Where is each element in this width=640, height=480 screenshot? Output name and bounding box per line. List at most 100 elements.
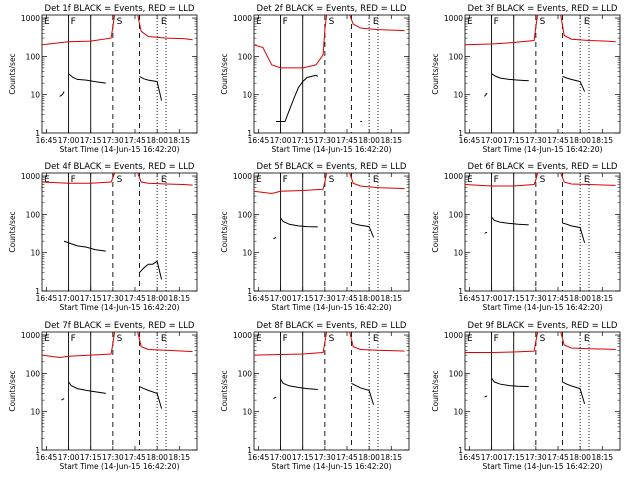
events-series-line xyxy=(280,379,318,390)
x-tick-label: 17:30 xyxy=(314,453,336,462)
events-series-line xyxy=(276,74,319,122)
lld-series-line xyxy=(560,332,616,350)
panel-title: Det 3f BLACK = Events, RED = LLD xyxy=(468,4,618,14)
plot-frame xyxy=(464,331,621,451)
y-tick-label: 10 xyxy=(242,91,252,100)
y-tick-label: 10 xyxy=(242,408,252,417)
x-tick-label: 18:00 xyxy=(146,136,168,145)
x-tick-label: 18:15 xyxy=(168,136,190,145)
panel-3: Det 3f BLACK = Events, RED = LLD E F S E 16:4… xyxy=(431,4,621,154)
panel-title: Det 7f BLACK = Events, RED = LLD xyxy=(45,321,195,331)
y-tick-label: 1000 xyxy=(233,14,252,23)
lld-series-line xyxy=(42,332,118,359)
y-axis-label: Counts/sec xyxy=(431,370,440,411)
events-series-line xyxy=(68,381,106,394)
x-tick-label: 17:30 xyxy=(314,136,336,145)
marker-label: E xyxy=(467,175,473,185)
marker-label: S xyxy=(540,17,546,27)
marker-label: F xyxy=(71,17,76,27)
x-axis-label: Start Time (14-Jun-15 16:42:20) xyxy=(60,303,180,312)
panel-1: Det 1f BLACK = Events, RED = LLD E F S E 16:4… xyxy=(8,4,198,154)
events-series-line xyxy=(59,91,65,97)
x-tick-label: 17:15 xyxy=(292,453,314,462)
x-tick-label: 17:15 xyxy=(503,294,525,303)
x-tick-label: 16:45 xyxy=(459,453,481,462)
panel-4: Det 4f BLACK = Events, RED = LLD E F S E 16:4… xyxy=(8,162,198,312)
marker-label: F xyxy=(283,175,288,185)
x-tick-label: 17:15 xyxy=(80,294,102,303)
y-axis-label: Counts/sec xyxy=(431,53,440,94)
x-tick-label: 17:45 xyxy=(547,453,569,462)
events-series-line xyxy=(562,381,586,405)
y-tick-label: 100 xyxy=(238,210,253,219)
y-tick-label: 1 xyxy=(247,446,252,455)
marker-label: S xyxy=(117,334,123,344)
x-tick-label: 17:45 xyxy=(336,453,358,462)
panel-2: Det 2f BLACK = Events, RED = LLD E F S E 16:4… xyxy=(220,4,410,154)
events-series-line xyxy=(61,398,65,401)
marker-label: E xyxy=(373,175,379,185)
marker-label: F xyxy=(283,17,288,27)
plot-frame xyxy=(41,172,198,292)
y-tick-label: 10 xyxy=(30,249,40,258)
x-tick-label: 18:15 xyxy=(380,136,402,145)
y-tick-label: 1 xyxy=(35,129,40,138)
x-tick-label: 18:15 xyxy=(168,453,190,462)
lld-series-line xyxy=(254,15,330,69)
x-tick-label: 17:15 xyxy=(80,136,102,145)
y-tick-label: 1000 xyxy=(21,172,40,181)
y-tick-label: 1000 xyxy=(444,172,463,181)
y-tick-label: 1000 xyxy=(233,172,252,181)
lld-series-line xyxy=(465,332,541,353)
lld-series-line xyxy=(349,332,405,352)
lld-series-line xyxy=(465,173,541,187)
x-tick-label: 18:00 xyxy=(146,294,168,303)
panel-7: Det 7f BLACK = Events, RED = LLD E F S E 16:4… xyxy=(8,321,198,471)
lld-series-line xyxy=(349,15,405,32)
y-tick-label: 100 xyxy=(449,52,464,61)
x-tick-label: 17:00 xyxy=(58,453,80,462)
x-tick-label: 17:45 xyxy=(547,294,569,303)
x-tick-label: 16:45 xyxy=(459,294,481,303)
y-tick-label: 10 xyxy=(453,408,463,417)
x-axis-label: Start Time (14-Jun-15 16:42:20) xyxy=(60,462,180,471)
plot-frame xyxy=(41,14,198,134)
x-tick-label: 17:30 xyxy=(525,453,547,462)
x-tick-label: 18:15 xyxy=(380,453,402,462)
x-tick-label: 17:15 xyxy=(292,136,314,145)
events-series-line xyxy=(139,75,163,101)
lld-series-line xyxy=(254,173,330,195)
marker-label: S xyxy=(117,17,123,27)
x-tick-label: 17:30 xyxy=(525,294,547,303)
x-tick-label: 17:45 xyxy=(547,136,569,145)
x-axis-label: Start Time (14-Jun-15 16:42:20) xyxy=(483,462,603,471)
x-tick-label: 17:00 xyxy=(270,453,292,462)
lld-series-line xyxy=(560,15,616,43)
panel-8: Det 8f BLACK = Events, RED = LLD E F S E 16:4… xyxy=(220,321,410,471)
events-series-line xyxy=(273,396,277,400)
y-tick-label: 10 xyxy=(30,91,40,100)
x-tick-label: 17:45 xyxy=(124,453,146,462)
events-series-line xyxy=(139,386,163,409)
plot-frame xyxy=(464,14,621,134)
x-tick-label: 17:15 xyxy=(292,294,314,303)
marker-label: F xyxy=(494,175,499,185)
marker-label: E xyxy=(256,17,262,27)
panel-9: Det 9f BLACK = Events, RED = LLD E F S E 16:4… xyxy=(431,321,621,471)
events-series-line xyxy=(484,92,488,97)
x-tick-label: 17:15 xyxy=(503,453,525,462)
y-tick-label: 1 xyxy=(458,287,463,296)
y-tick-label: 1 xyxy=(247,287,252,296)
x-tick-label: 18:00 xyxy=(569,294,591,303)
y-tick-label: 1 xyxy=(458,446,463,455)
events-series-line xyxy=(484,395,488,398)
x-axis-label: Start Time (14-Jun-15 16:42:20) xyxy=(272,303,392,312)
marker-label: F xyxy=(494,334,499,344)
y-tick-label: 1000 xyxy=(21,331,40,340)
y-axis-label: Counts/sec xyxy=(8,211,17,252)
marker-label: E xyxy=(161,175,167,185)
marker-label: E xyxy=(467,334,473,344)
x-tick-label: 18:00 xyxy=(358,453,380,462)
y-axis-label: Counts/sec xyxy=(8,370,17,411)
x-tick-label: 16:45 xyxy=(248,136,270,145)
